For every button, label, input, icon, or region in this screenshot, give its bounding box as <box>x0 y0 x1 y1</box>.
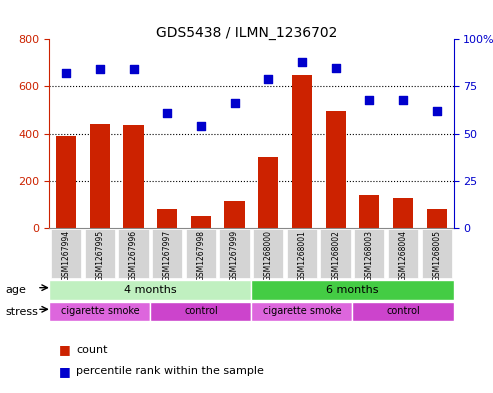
Text: GSM1268001: GSM1268001 <box>297 230 307 281</box>
FancyBboxPatch shape <box>354 229 385 278</box>
Bar <box>123 125 143 228</box>
Bar <box>157 209 177 228</box>
Point <box>298 59 306 65</box>
FancyBboxPatch shape <box>49 302 150 321</box>
FancyBboxPatch shape <box>219 229 250 278</box>
Point <box>399 97 407 103</box>
Bar <box>393 198 413 228</box>
Text: cigarette smoke: cigarette smoke <box>263 307 341 316</box>
Text: count: count <box>76 345 108 355</box>
FancyBboxPatch shape <box>150 302 251 321</box>
Point <box>231 100 239 107</box>
Text: GSM1267994: GSM1267994 <box>62 230 70 281</box>
Text: GSM1267996: GSM1267996 <box>129 230 138 281</box>
FancyBboxPatch shape <box>253 229 283 278</box>
FancyBboxPatch shape <box>422 229 452 278</box>
Bar <box>325 111 346 228</box>
FancyBboxPatch shape <box>152 229 182 278</box>
Bar <box>292 75 312 228</box>
FancyBboxPatch shape <box>388 229 418 278</box>
Bar <box>90 124 110 228</box>
Text: age: age <box>5 285 26 295</box>
Point <box>163 110 171 116</box>
Text: GSM1268004: GSM1268004 <box>398 230 408 281</box>
Text: ■: ■ <box>59 343 71 356</box>
FancyBboxPatch shape <box>51 229 81 278</box>
FancyBboxPatch shape <box>85 229 115 278</box>
Text: GSM1268005: GSM1268005 <box>432 230 441 281</box>
Bar <box>426 209 447 228</box>
Text: GSM1267997: GSM1267997 <box>163 230 172 281</box>
FancyBboxPatch shape <box>251 280 454 299</box>
Point <box>62 70 70 76</box>
Text: cigarette smoke: cigarette smoke <box>61 307 139 316</box>
FancyBboxPatch shape <box>49 280 251 299</box>
FancyBboxPatch shape <box>287 229 317 278</box>
Text: ■: ■ <box>59 365 71 378</box>
Bar <box>258 157 279 228</box>
Point <box>130 66 138 73</box>
Text: GSM1268002: GSM1268002 <box>331 230 340 281</box>
Text: percentile rank within the sample: percentile rank within the sample <box>76 366 264 376</box>
Point <box>433 108 441 114</box>
Point <box>365 97 373 103</box>
Text: control: control <box>184 307 218 316</box>
Text: GSM1268003: GSM1268003 <box>365 230 374 281</box>
FancyBboxPatch shape <box>118 229 149 278</box>
Bar <box>191 216 211 228</box>
Point <box>197 123 205 129</box>
Bar <box>359 195 380 228</box>
Text: 6 months: 6 months <box>326 285 379 295</box>
Text: control: control <box>386 307 420 316</box>
Text: GSM1267998: GSM1267998 <box>196 230 206 281</box>
Bar <box>224 201 245 228</box>
Text: 4 months: 4 months <box>124 285 176 295</box>
Point <box>96 66 104 73</box>
Text: GSM1267999: GSM1267999 <box>230 230 239 281</box>
FancyBboxPatch shape <box>352 302 454 321</box>
FancyBboxPatch shape <box>320 229 351 278</box>
Point <box>264 76 272 82</box>
Bar <box>56 136 76 228</box>
FancyBboxPatch shape <box>186 229 216 278</box>
Point <box>332 64 340 71</box>
FancyBboxPatch shape <box>251 302 352 321</box>
Text: stress: stress <box>5 307 38 317</box>
Text: GSM1267995: GSM1267995 <box>95 230 105 281</box>
Text: GSM1268000: GSM1268000 <box>264 230 273 281</box>
Text: GDS5438 / ILMN_1236702: GDS5438 / ILMN_1236702 <box>156 26 337 40</box>
